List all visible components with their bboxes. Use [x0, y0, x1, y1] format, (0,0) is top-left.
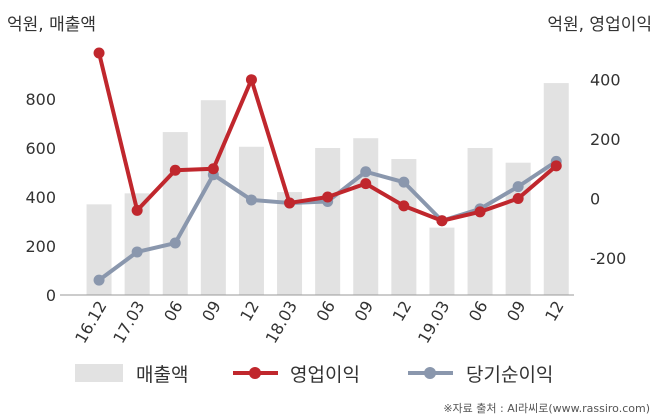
bar — [353, 138, 379, 295]
series-point — [550, 160, 562, 172]
x-tick-label: 09 — [198, 298, 225, 325]
series-point — [360, 166, 372, 178]
right-tick-label: 200 — [590, 130, 621, 149]
legend-label-net-income: 당기순이익 — [466, 364, 553, 386]
series-point — [169, 237, 181, 249]
source-footer: ※자료 출처 : AI라씨로(www.rassiro.com) — [443, 402, 650, 415]
x-tick-label: 18.03 — [262, 298, 301, 347]
right-tick-label: 0 — [590, 189, 600, 208]
x-tick-label: 09 — [503, 298, 530, 325]
series-point — [512, 192, 524, 204]
x-tick-label: 12 — [236, 298, 263, 325]
left-axis-ticks: 0 200 400 600 800 — [25, 90, 56, 305]
series-point — [245, 194, 257, 206]
x-tick-label: 19.03 — [414, 298, 453, 347]
x-tick-label: 09 — [351, 298, 378, 325]
legend-marker-net-income — [424, 367, 436, 379]
x-tick-label: 12 — [389, 298, 416, 325]
series-point — [512, 181, 524, 193]
legend: 매출액 영업이익 당기순이익 — [75, 364, 553, 386]
left-tick-label: 800 — [25, 90, 56, 109]
left-unit-label: 억원, 매출액 — [7, 15, 96, 35]
bar — [162, 132, 188, 295]
x-tick-label: 06 — [312, 298, 339, 325]
series-point — [474, 206, 486, 218]
bar-series — [86, 83, 569, 295]
right-axis-ticks: -200 0 200 400 — [590, 71, 626, 268]
series-point — [284, 197, 296, 209]
series-point — [131, 246, 143, 258]
legend-label-revenue: 매출액 — [136, 364, 188, 386]
left-tick-label: 400 — [25, 188, 56, 207]
series-point — [207, 163, 219, 175]
x-tick-label: 16.12 — [71, 298, 110, 347]
line-series — [93, 47, 562, 286]
right-tick-label: 400 — [590, 71, 621, 90]
x-tick-label: 17.03 — [109, 298, 148, 347]
series-point — [322, 191, 334, 203]
left-tick-label: 200 — [25, 237, 56, 256]
bar — [467, 148, 493, 295]
bar — [238, 146, 264, 295]
series-point — [398, 200, 410, 212]
x-tick-label: 06 — [160, 298, 187, 325]
series-point — [169, 164, 181, 176]
series-point — [131, 204, 143, 216]
legend-marker-operating-profit — [249, 367, 261, 379]
series-point — [93, 47, 105, 59]
series-point — [398, 176, 410, 188]
left-tick-label: 0 — [46, 286, 56, 305]
series-point — [436, 215, 448, 227]
x-tick-label: 06 — [465, 298, 492, 325]
legend-swatch-revenue — [75, 364, 123, 382]
left-tick-label: 600 — [25, 139, 56, 158]
series-point — [93, 274, 105, 286]
bar — [277, 192, 303, 295]
series-point — [245, 74, 257, 86]
bar — [429, 227, 455, 295]
right-unit-label: 억원, 영업이익 — [547, 15, 652, 35]
bar — [315, 148, 341, 295]
bar — [543, 83, 569, 295]
bar — [200, 100, 226, 295]
x-tick-label: 12 — [541, 298, 568, 325]
right-tick-label: -200 — [590, 249, 626, 268]
series-point — [360, 178, 372, 190]
legend-label-operating-profit: 영업이익 — [290, 364, 360, 386]
